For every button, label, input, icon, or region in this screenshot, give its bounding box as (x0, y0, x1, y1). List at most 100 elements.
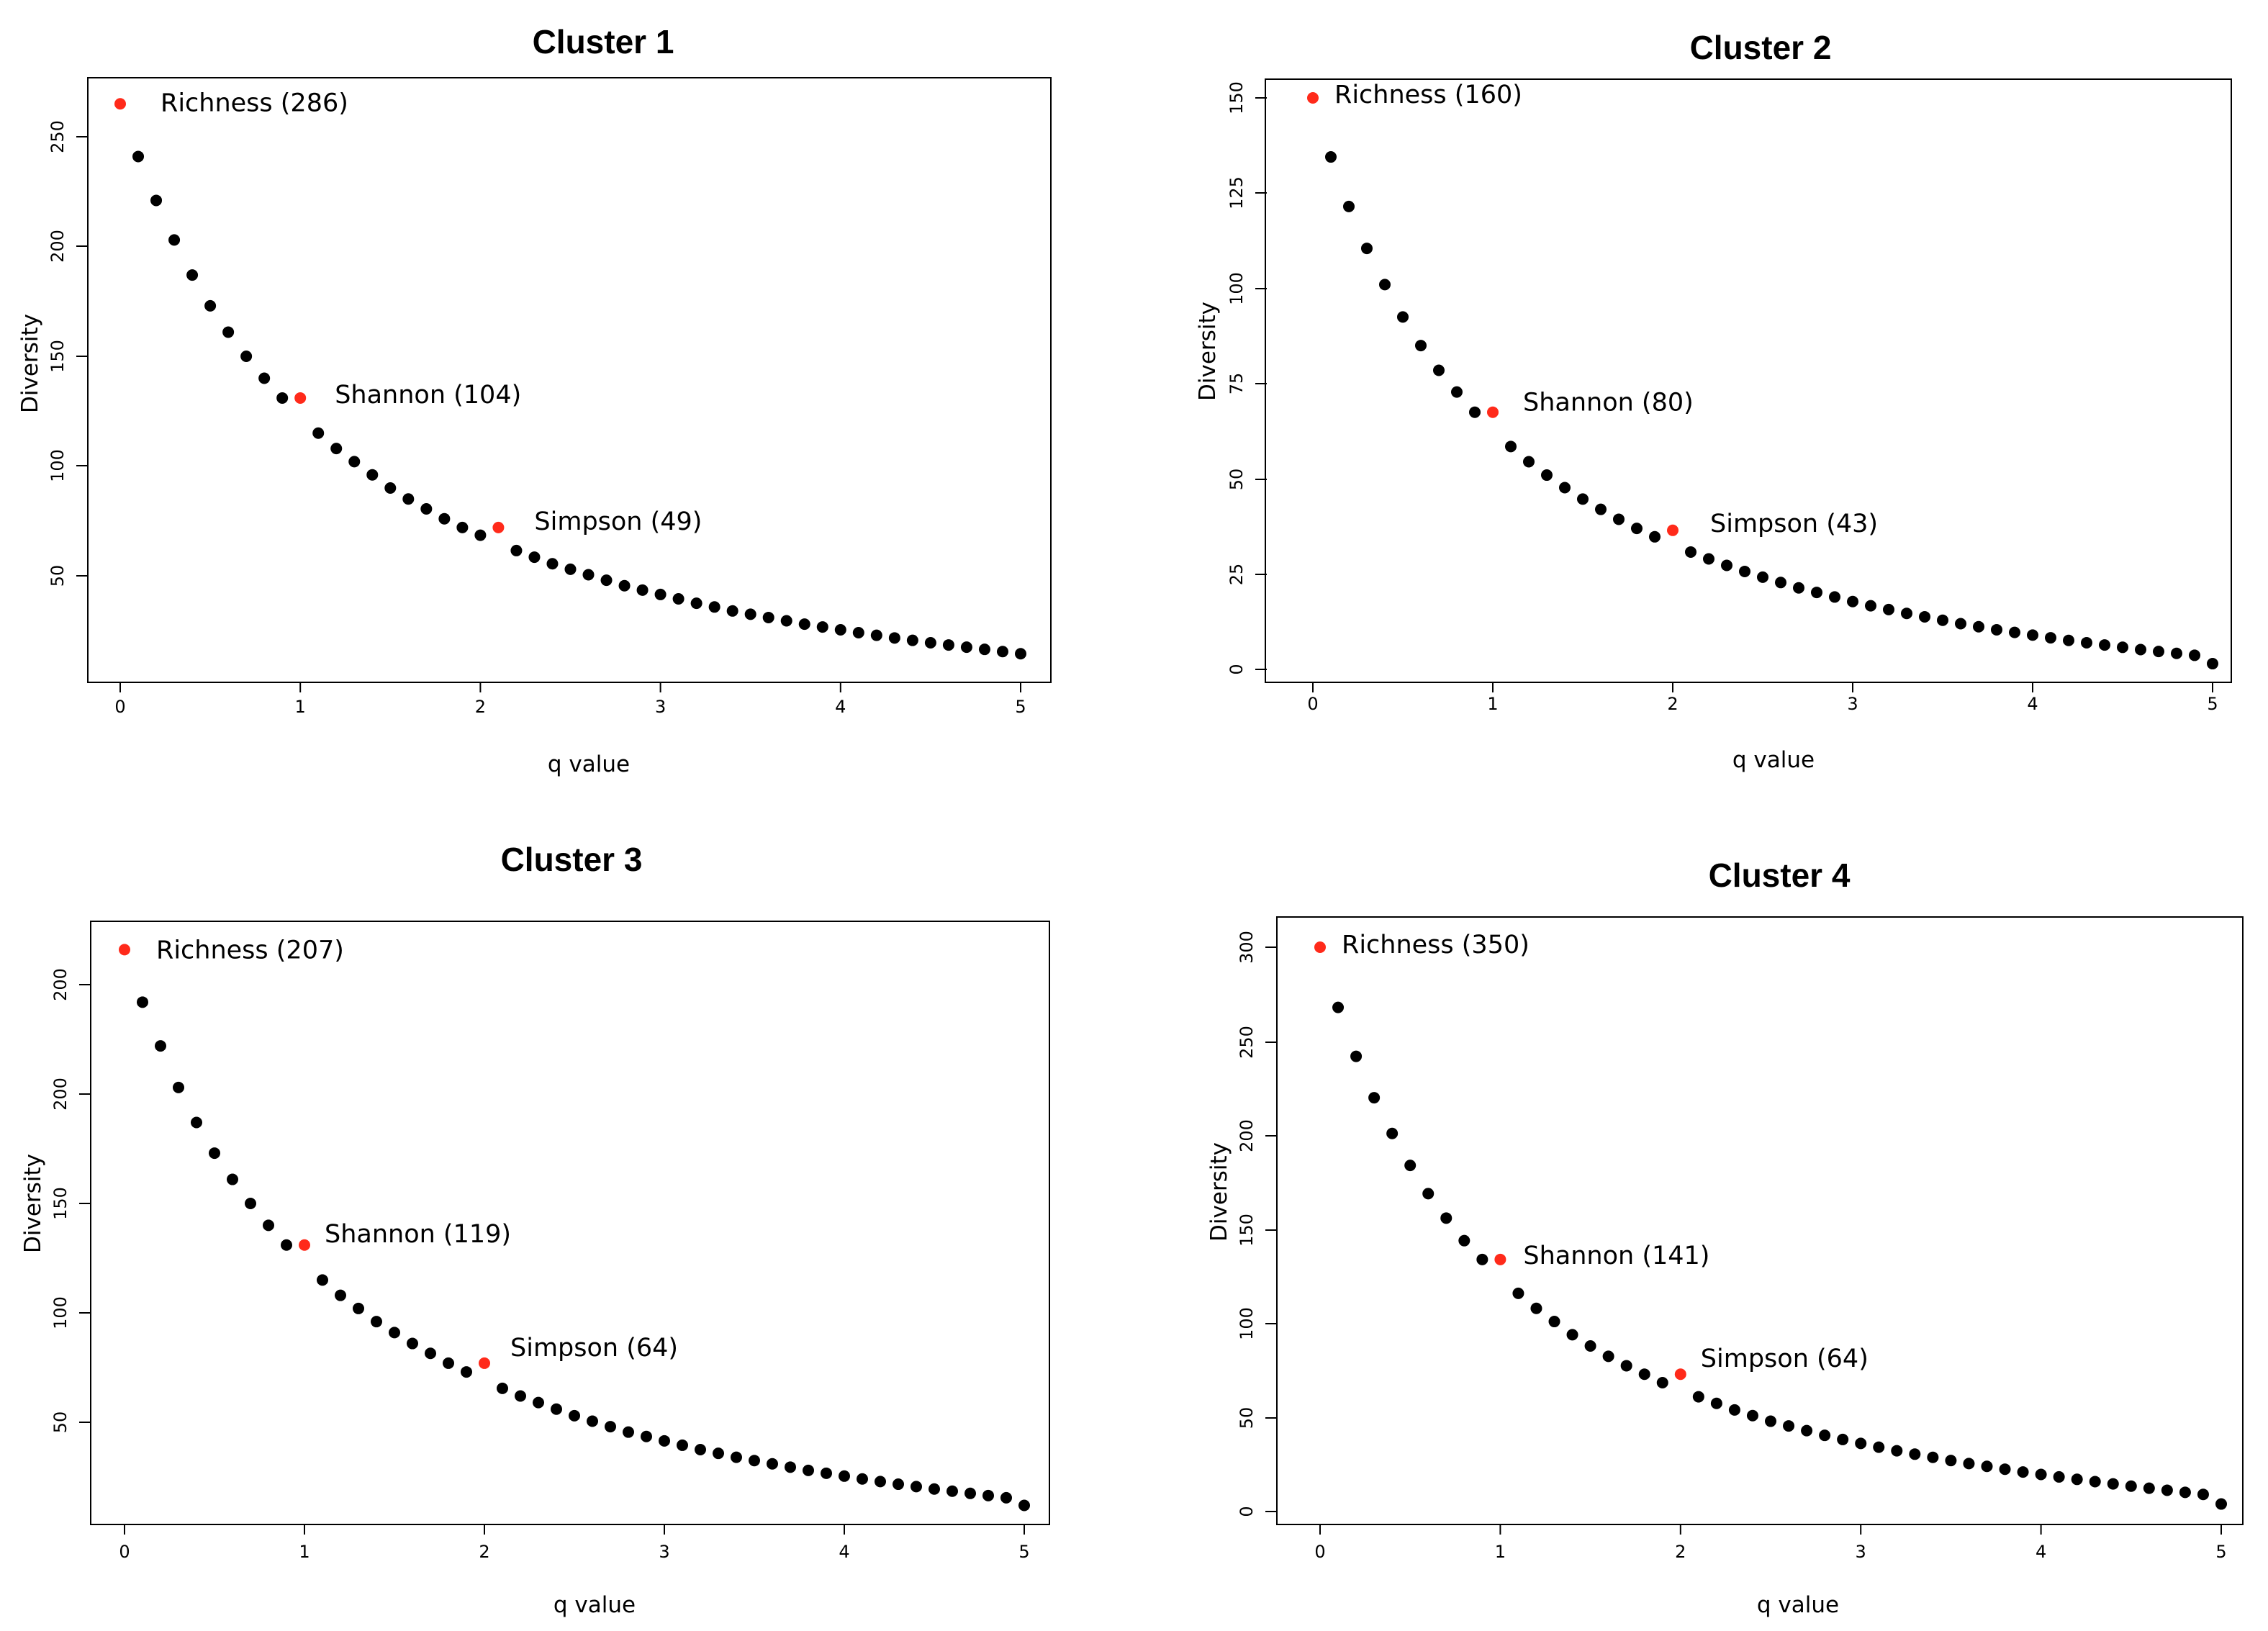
highlight-point (1674, 1368, 1686, 1381)
data-point (2143, 1482, 2155, 1494)
x-tick-label: 2 (475, 697, 486, 717)
data-point (461, 1366, 472, 1378)
x-tick-label: 1 (295, 697, 306, 717)
data-point (1775, 577, 1786, 589)
y-tick-label: 50 (1237, 1407, 1257, 1429)
data-point (155, 1040, 166, 1052)
data-point (222, 326, 235, 338)
data-point (366, 469, 379, 481)
data-point (600, 574, 613, 587)
data-point (1512, 1287, 1524, 1299)
data-point (2071, 1473, 2083, 1486)
x-axis-label: q value (1757, 1592, 1839, 1618)
data-point (258, 372, 271, 384)
data-point (1883, 603, 1894, 615)
data-point (1873, 1441, 1885, 1453)
x-axis-label: q value (1732, 747, 1815, 773)
x-tick-label: 1 (1487, 694, 1498, 714)
data-point (1000, 1491, 1012, 1504)
x-tick-label: 0 (1314, 1542, 1325, 1562)
y-tick-label: 200 (1237, 1119, 1257, 1152)
data-point (2089, 1476, 2101, 1488)
x-tick-label: 5 (1018, 1542, 1029, 1562)
data-point (924, 637, 936, 649)
panel-cluster-3: Cluster 3 Diversity q value 0 1 2 3 4 5 50 100 1… (20, 841, 1050, 1618)
data-point (1018, 1499, 1030, 1512)
data-point (1595, 503, 1607, 515)
highlight-point (119, 944, 130, 956)
y-tick-label: 0 (1237, 1506, 1257, 1517)
data-point (2045, 632, 2056, 644)
y-tick-label: 200 (48, 230, 68, 263)
data-point (982, 1489, 994, 1501)
data-point (816, 621, 828, 633)
data-point (1973, 620, 1984, 633)
data-point (875, 1476, 886, 1488)
data-point (1649, 530, 1661, 543)
data-point (762, 611, 774, 623)
data-point (551, 1403, 562, 1415)
data-point (474, 529, 487, 541)
data-point (1901, 607, 1912, 620)
data-point (1927, 1451, 1939, 1463)
data-point (1559, 482, 1571, 494)
y-tick-label: 100 (50, 1296, 71, 1329)
y-tick-label: 50 (48, 565, 68, 587)
data-point (438, 512, 451, 525)
highlight-point (492, 521, 505, 533)
data-point (335, 1289, 346, 1301)
data-point (641, 1430, 652, 1442)
x-tick-label: 5 (1015, 697, 1026, 717)
data-point (348, 456, 361, 468)
data-point (168, 234, 181, 246)
panel-cluster-4: Cluster 4 Diversity q value 0 1 2 3 4 5050100… (1206, 857, 2244, 1618)
data-point (204, 299, 217, 312)
data-point (803, 1464, 814, 1476)
data-point (654, 588, 667, 600)
data-point (713, 1447, 724, 1460)
data-point (964, 1487, 976, 1499)
y-tick-label: 200 (50, 1077, 71, 1111)
x-tick-label: 2 (479, 1542, 489, 1562)
data-point (425, 1347, 436, 1360)
data-point (839, 1470, 850, 1482)
data-point (281, 1239, 292, 1251)
panel-cluster-2: Cluster 2 Diversity q value 0 1 2 3 4 5025507… (1195, 29, 2232, 773)
highlight-point (1487, 406, 1499, 418)
data-point (1332, 1001, 1345, 1013)
data-point (1325, 151, 1337, 163)
data-point (1891, 1445, 1903, 1457)
x-tick-label: 5 (2207, 694, 2218, 714)
data-point (510, 544, 523, 556)
highlight-label: Shannon (104) (335, 381, 521, 410)
data-point (1368, 1092, 1381, 1104)
data-point (1793, 582, 1804, 594)
data-point (2117, 641, 2128, 654)
data-point (1909, 1448, 1921, 1460)
data-point (2035, 1468, 2047, 1481)
data-point (1963, 1458, 1975, 1470)
data-point (1577, 493, 1589, 505)
data-point (1530, 1302, 1542, 1314)
panel-title: Cluster 3 (501, 841, 643, 878)
panel-title: Cluster 2 (1690, 29, 1832, 66)
data-point (659, 1435, 670, 1447)
data-point (330, 443, 343, 455)
data-point (312, 427, 325, 439)
data-point (443, 1357, 454, 1369)
y-axis-label: Diversity (1206, 1142, 1232, 1242)
data-point (929, 1483, 940, 1495)
data-point (2197, 1488, 2209, 1501)
data-point (1955, 618, 1966, 630)
x-tick-label: 1 (1495, 1542, 1506, 1562)
data-point (1783, 1420, 1795, 1432)
data-point (1584, 1340, 1596, 1352)
data-point (906, 634, 918, 646)
data-point (893, 1478, 904, 1491)
highlight-label: Richness (350) (1342, 931, 1530, 959)
data-point (888, 632, 900, 644)
y-tick-label: 125 (1226, 176, 1247, 209)
data-point (708, 601, 720, 613)
data-point (946, 1485, 958, 1497)
